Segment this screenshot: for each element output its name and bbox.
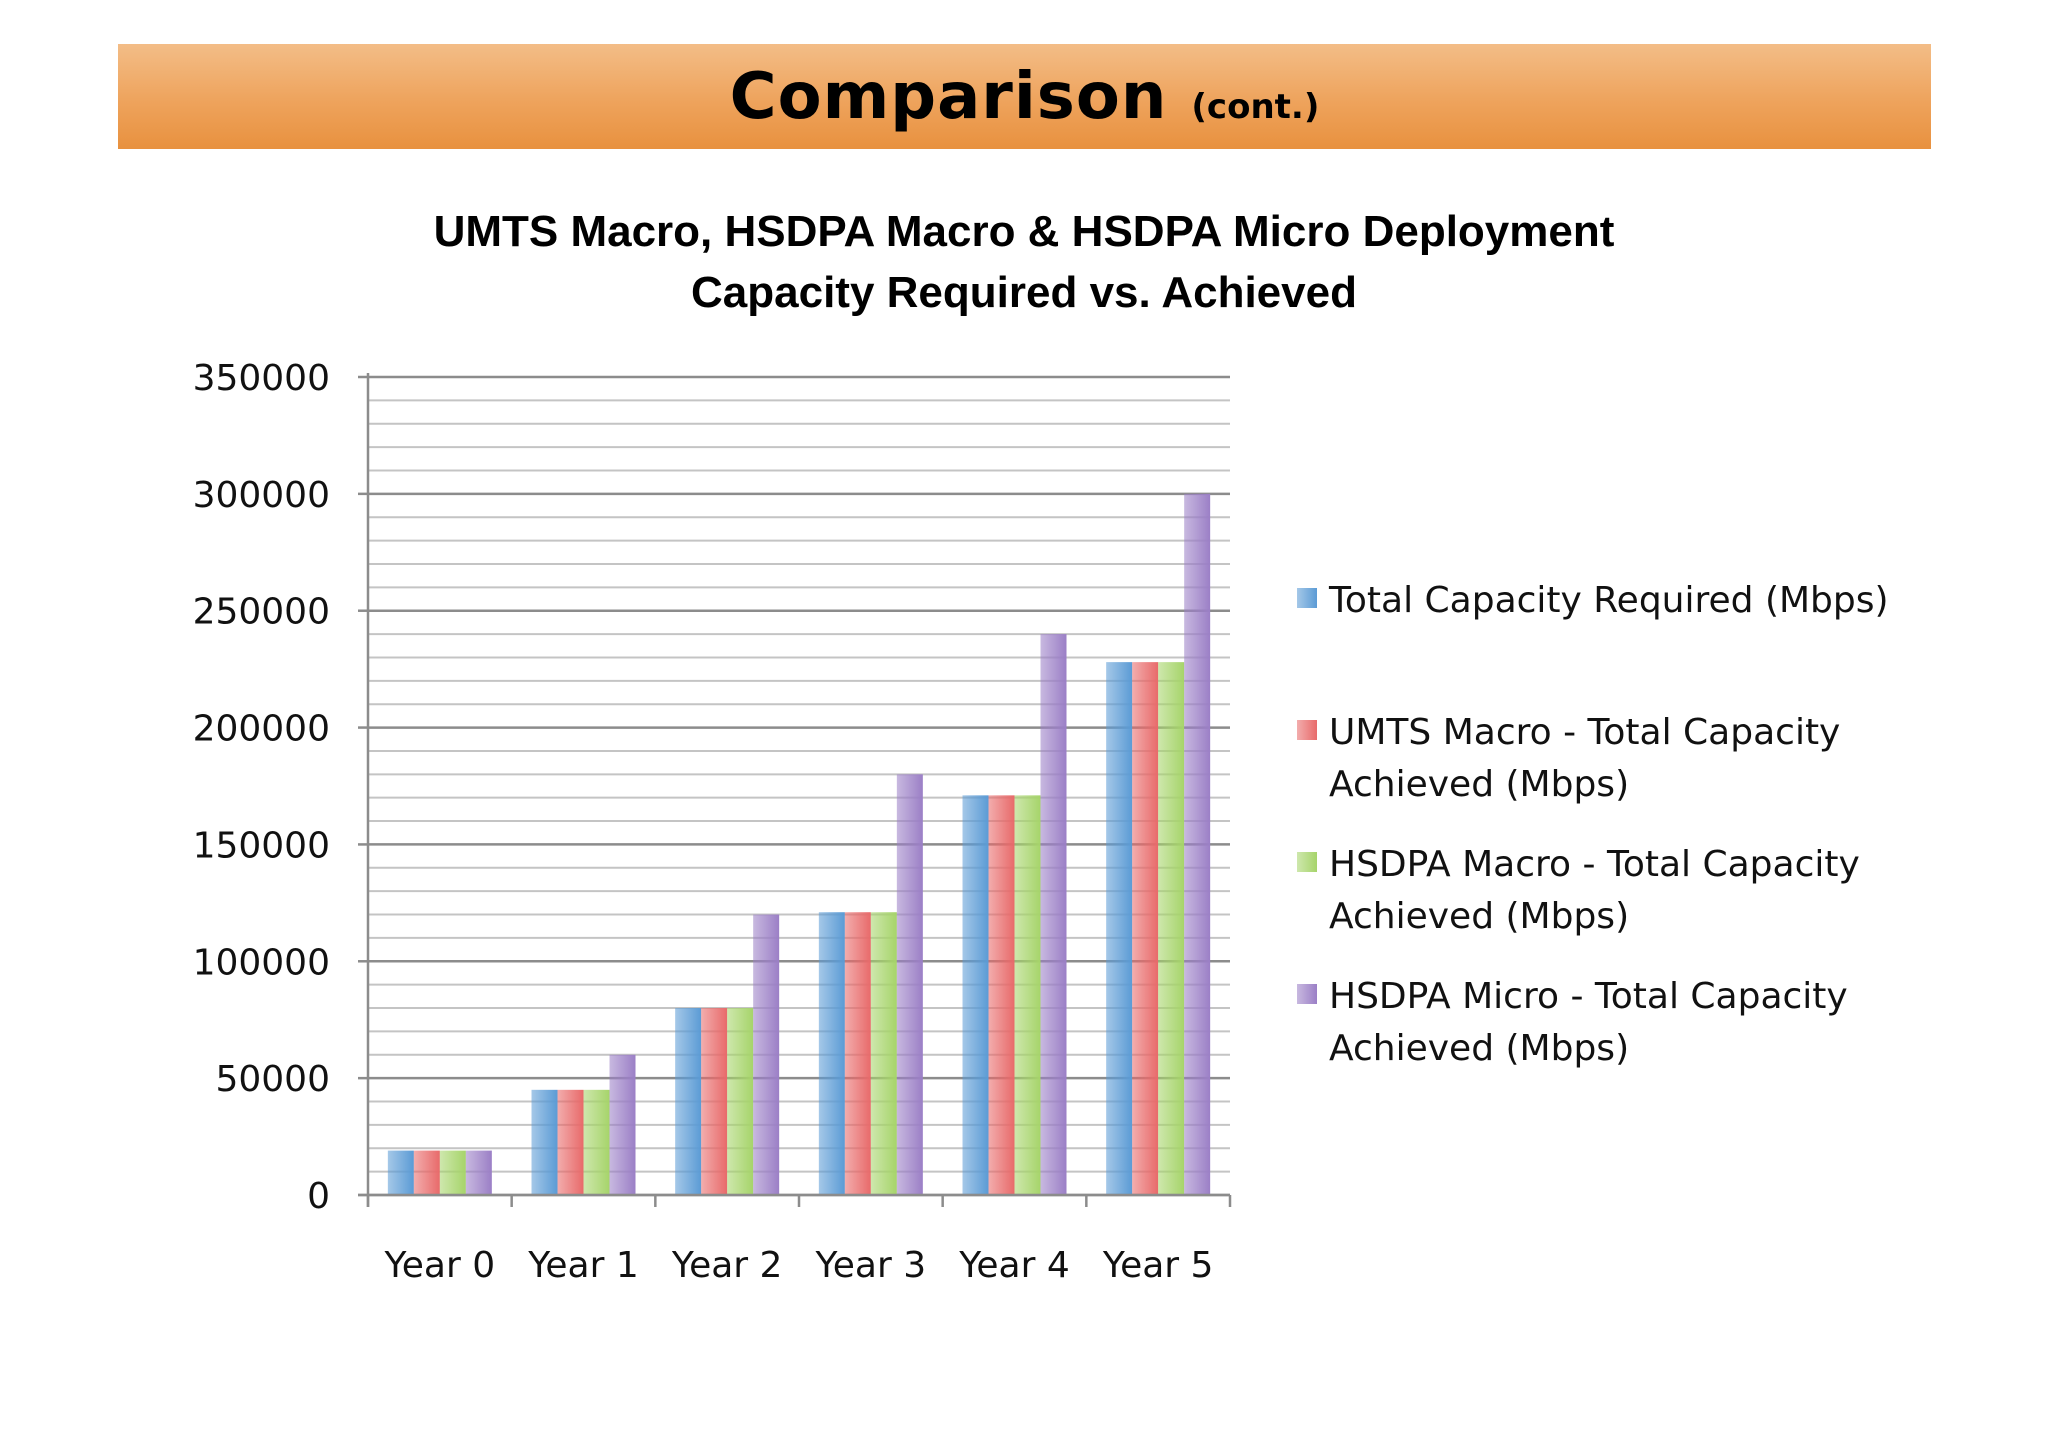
bar-series-1-year-3 [818,912,845,1195]
legend-label-3: Achieved (Mbps) [1329,896,1629,937]
bar-series-1-year-5 [1106,662,1133,1195]
bar-series-3-year-0 [439,1150,466,1195]
x-tick-label: Year 4 [958,1245,1070,1286]
bar-series-4-year-1 [609,1054,636,1195]
page-subtitle: (cont.) [1191,86,1320,127]
legend-swatch-4 [1297,984,1317,1004]
title-banner: Comparison (cont.) [118,44,1931,149]
legend-swatch-2 [1297,720,1317,740]
legend-swatch-1 [1297,588,1317,608]
bar-series-3-year-3 [870,912,897,1195]
x-tick-label: Year 1 [527,1245,639,1286]
y-tick-label: 150000 [193,825,330,866]
bar-series-2-year-1 [557,1089,584,1195]
x-tick-label: Year 3 [815,1245,927,1286]
y-tick-label: 50000 [215,1059,330,1100]
bar-series-3-year-1 [583,1089,610,1195]
legend-label-2: UMTS Macro - Total Capacity [1329,712,1840,753]
bar-series-4-year-5 [1184,493,1211,1195]
y-tick-label: 250000 [193,592,330,633]
y-tick-label: 200000 [193,709,330,750]
bar-series-2-year-4 [988,795,1015,1195]
bar-series-1-year-0 [387,1150,414,1195]
bar-series-2-year-0 [413,1150,440,1195]
y-tick-label: 0 [307,1176,330,1217]
chart-title-line-1: UMTS Macro, HSDPA Macro & HSDPA Micro De… [434,207,1615,256]
y-tick-label: 100000 [193,942,330,983]
bar-series-4-year-3 [896,774,923,1195]
bar-series-1-year-2 [675,1008,702,1195]
x-tick-label: Year 5 [1102,1245,1214,1286]
bar-series-4-year-2 [753,914,780,1195]
legend-label-2: Achieved (Mbps) [1329,764,1629,805]
page-title: Comparison [729,59,1168,134]
chart-bars [387,493,1211,1195]
chart-title-line-2: Capacity Required vs. Achieved [691,268,1357,317]
y-tick-label: 350000 [193,358,330,399]
legend-swatch-3 [1297,852,1317,872]
bar-series-2-year-2 [701,1008,728,1195]
legend-label-4: HSDPA Micro - Total Capacity [1329,976,1848,1017]
bar-series-4-year-0 [465,1150,492,1195]
chart-axes: 0 50000 100000 150000 200000 250000 300000 3500… [193,358,1232,1286]
bar-series-4-year-4 [1040,634,1067,1195]
legend-label-3: HSDPA Macro - Total Capacity [1329,844,1860,885]
bar-series-3-year-2 [727,1008,754,1195]
x-tick-label: Year 2 [671,1245,783,1286]
bar-series-1-year-4 [962,795,989,1195]
x-tick-label: Year 0 [384,1245,496,1286]
chart-grid [368,375,1230,1197]
legend-label-4: Achieved (Mbps) [1329,1028,1629,1069]
bar-series-3-year-4 [1014,795,1041,1195]
bar-series-2-year-3 [844,912,871,1195]
y-tick-label: 300000 [193,475,330,516]
bar-series-2-year-5 [1132,662,1159,1195]
legend-label-1: Total Capacity Required (Mbps) [1328,580,1889,621]
bar-series-3-year-5 [1158,662,1185,1195]
bar-series-1-year-1 [531,1089,558,1195]
chart-legend: Total Capacity Required (Mbps) UMTS Macro… [1297,580,1889,1069]
